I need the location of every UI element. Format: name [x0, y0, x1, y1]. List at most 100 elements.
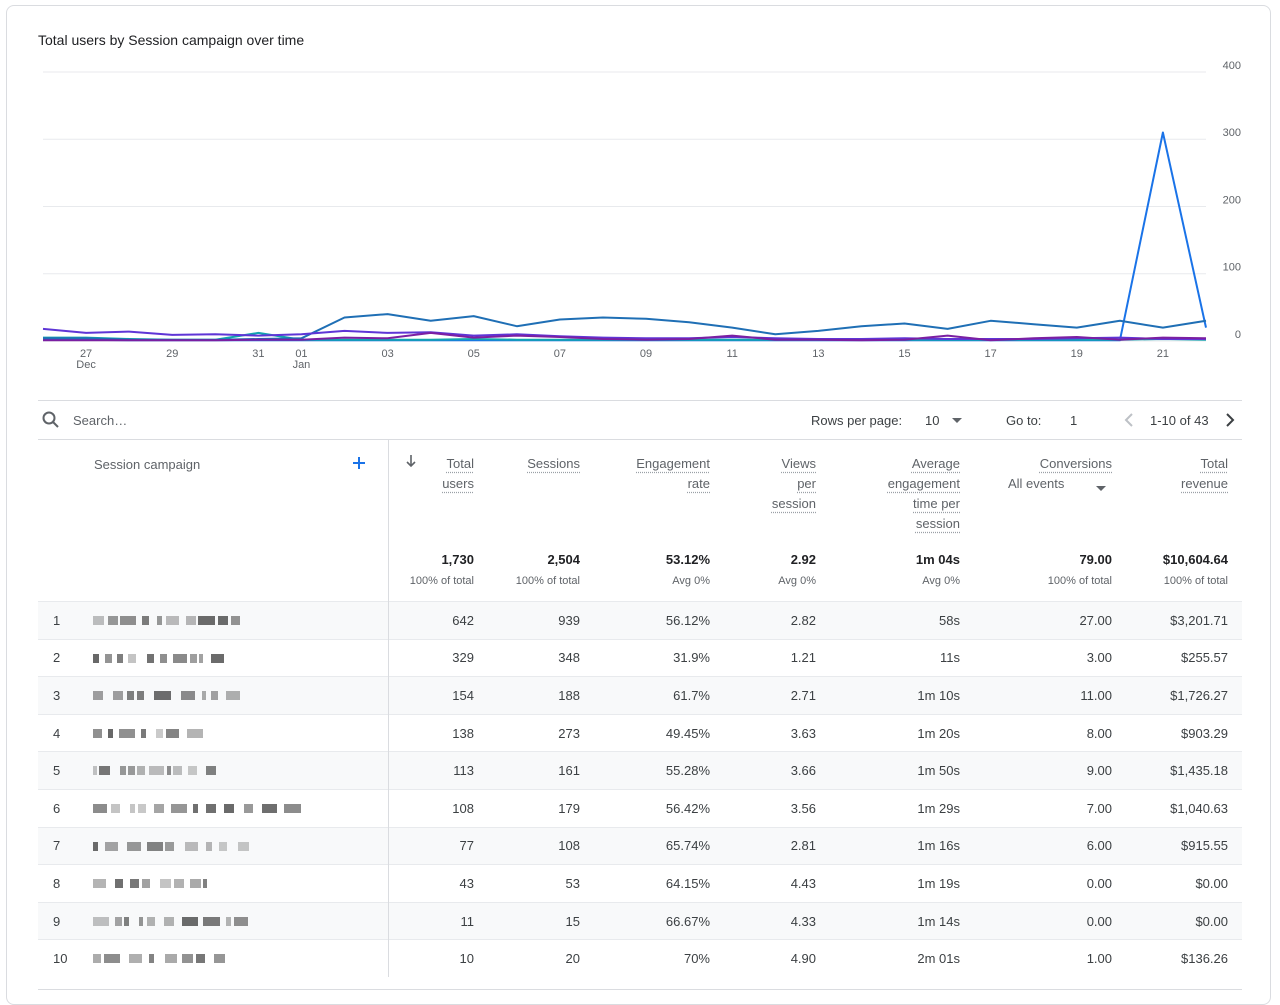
redacted-name: [93, 954, 101, 963]
data-table: Session campaign Total users 1,730 100% of …: [38, 440, 1242, 977]
search-icon: [42, 411, 60, 429]
table-cell: 1m 29s: [830, 789, 974, 827]
column-title[interactable]: Total users: [434, 454, 474, 494]
cell-value: 7.00: [1087, 801, 1112, 816]
prev-page[interactable]: [1123, 412, 1135, 428]
redacted-name: [115, 879, 123, 888]
table-cell: 6.00: [974, 827, 1126, 865]
total-note: 100% of total: [1048, 575, 1112, 587]
cell-value: 9.00: [1087, 763, 1112, 778]
redacted-name: [117, 654, 123, 663]
y-tick-label: 200: [1223, 194, 1241, 206]
table-cell: 939: [488, 602, 594, 640]
table-cell: 11: [388, 902, 488, 940]
table-cell: $0.00: [1126, 902, 1242, 940]
rows-select[interactable]: 10: [925, 413, 939, 428]
redacted-name: [156, 729, 163, 738]
goto-input[interactable]: 1: [1070, 413, 1077, 428]
table-cell: $1,726.27: [1126, 677, 1242, 715]
column-title[interactable]: Conversions: [1040, 454, 1112, 474]
column-title[interactable]: Views per session: [764, 454, 816, 514]
redacted-name: [93, 804, 107, 813]
redacted-name: [173, 654, 187, 663]
redacted-name: [111, 804, 120, 813]
x-tick-label: 11: [726, 349, 737, 360]
cell-value: 1m 14s: [917, 914, 960, 929]
column-title[interactable]: Average engagement time per session: [878, 454, 960, 534]
table-cell: 1m 50s: [830, 752, 974, 790]
column-title[interactable]: Sessions: [527, 454, 580, 474]
series-line: [43, 133, 1206, 341]
redacted-name: [93, 654, 99, 663]
row-index: 2: [38, 650, 60, 665]
cell-value: 329: [452, 650, 474, 665]
x-tick-label: 31: [252, 349, 264, 360]
redacted-name: [187, 729, 203, 738]
redacted-name: [93, 879, 106, 888]
cell-value: 642: [452, 613, 474, 628]
redacted-name: [190, 879, 201, 888]
redacted-name: [234, 917, 248, 926]
total-note: Avg 0%: [778, 575, 816, 587]
search-input[interactable]: Search…: [73, 413, 127, 428]
redacted-name: [128, 654, 136, 663]
table-cell: 1m 20s: [830, 714, 974, 752]
table-row: 6 108 179 56.42% 3.56 1m 29s 7.00 $1,040.63: [38, 789, 1242, 827]
column-title[interactable]: Engagement rate: [625, 454, 710, 494]
column-header: Average engagement time per session 1m 04…: [830, 440, 974, 602]
column-title[interactable]: Total revenue: [1172, 454, 1228, 494]
table-cell: 4.43: [724, 865, 830, 903]
totals: 2.92 Avg 0%: [778, 552, 816, 587]
table-cell: 6: [38, 789, 388, 827]
cell-value: 0.00: [1087, 914, 1112, 929]
table-cell: 1m 19s: [830, 865, 974, 903]
cell-value: 161: [558, 763, 580, 778]
redacted-name: [202, 691, 206, 700]
cell-value: 20: [566, 951, 580, 966]
cell-value: 113: [453, 763, 474, 778]
redacted-name: [104, 954, 120, 963]
table-cell: $1,040.63: [1126, 789, 1242, 827]
table-cell: 179: [488, 789, 594, 827]
redacted-name: [182, 954, 193, 963]
column-header: Session campaign: [38, 440, 388, 602]
cell-value: 56.12%: [666, 613, 710, 628]
redacted-name: [226, 691, 240, 700]
totals: 2,504 100% of total: [516, 552, 580, 587]
table-cell: 10: [38, 940, 388, 977]
total-value: 2,504: [516, 552, 580, 567]
total-value: 53.12%: [666, 552, 710, 567]
cell-value: 11: [461, 914, 475, 929]
cell-value: 188: [558, 688, 580, 703]
add-dimension[interactable]: [352, 456, 366, 473]
cell-value: 108: [558, 838, 580, 853]
cell-value: 4.90: [791, 951, 816, 966]
cell-value: 3.00: [1087, 650, 1112, 665]
row-index: 10: [38, 951, 67, 966]
table-cell: 53: [488, 865, 594, 903]
table-cell: 61.7%: [594, 677, 724, 715]
redacted-name: [188, 766, 197, 775]
next-page[interactable]: [1224, 412, 1236, 428]
conversion-filter[interactable]: All events: [1008, 476, 1064, 491]
cell-value: 2.71: [791, 688, 816, 703]
table-cell: 273: [488, 714, 594, 752]
table-cell: 56.42%: [594, 789, 724, 827]
table-cell: 8.00: [974, 714, 1126, 752]
x-tick-label: 19: [1071, 349, 1083, 360]
row-index: 1: [38, 613, 60, 628]
redacted-name: [127, 842, 141, 851]
cell-value: 1.21: [791, 650, 816, 665]
column-header: Total revenue $10,604.64 100% of total: [1126, 440, 1242, 602]
table-cell: 9: [38, 902, 388, 940]
table-cell: 329: [388, 639, 488, 677]
table-cell: 348: [488, 639, 594, 677]
redacted-name: [199, 654, 203, 663]
table-cell: 188: [488, 677, 594, 715]
redacted-name: [137, 766, 145, 775]
redacted-name: [108, 729, 113, 738]
redacted-name: [124, 917, 129, 926]
cell-value: $1,726.27: [1170, 688, 1228, 703]
redacted-name: [99, 766, 110, 775]
redacted-name: [129, 954, 142, 963]
